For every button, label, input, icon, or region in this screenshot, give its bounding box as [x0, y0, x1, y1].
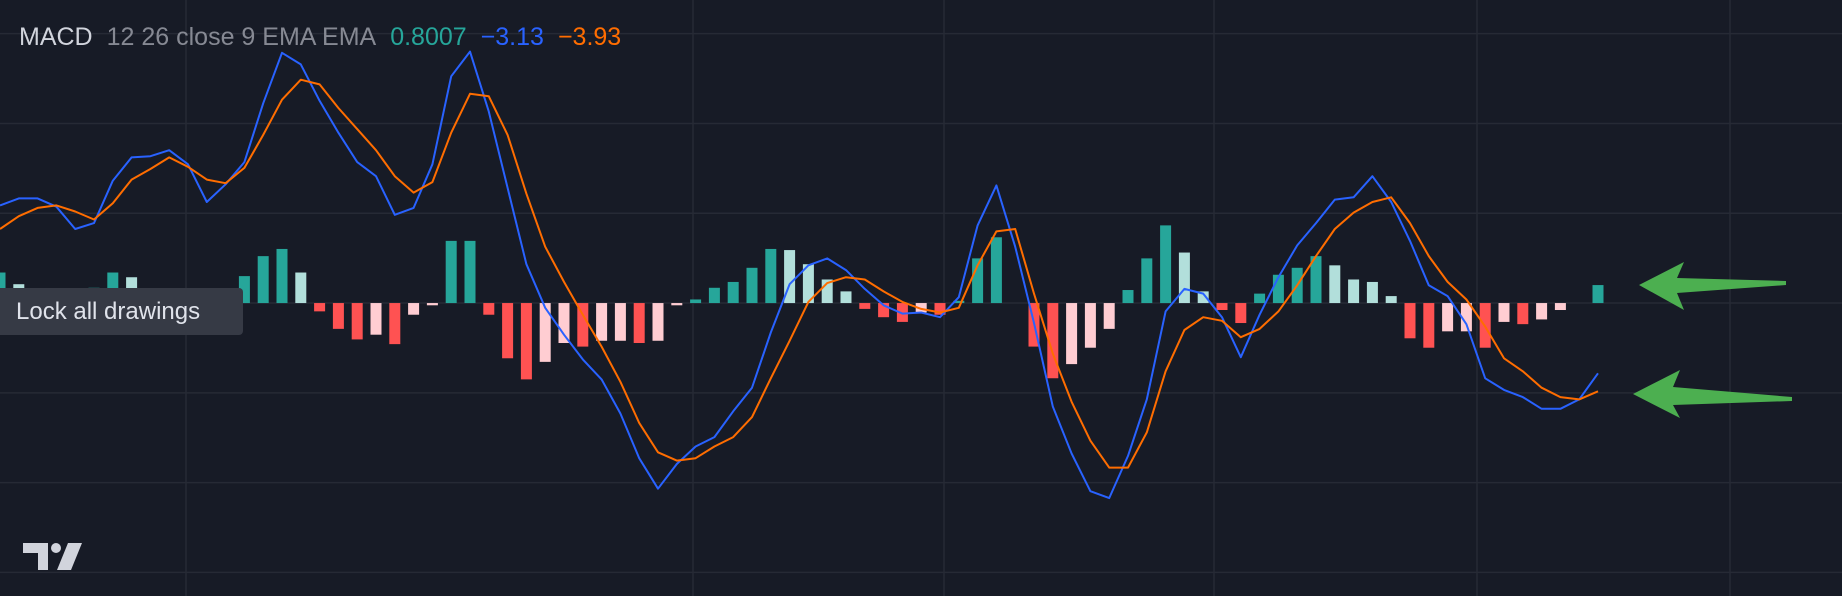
logo-dot: [51, 543, 61, 553]
vertical-grid: [185, 0, 1731, 596]
histogram-bar: [1235, 303, 1247, 324]
value-readout: −3.93: [557, 23, 622, 51]
histogram-bar: [464, 240, 476, 304]
histogram-bar: [1592, 285, 1604, 304]
histogram-bar: [840, 291, 852, 304]
histogram-bar: [370, 303, 382, 335]
arrow: [1633, 370, 1792, 418]
macd-line: [0, 78, 1599, 469]
legend-header: MACD 12 26 close 9 EMA EMA 0.8007 −3.13 −3…: [19, 20, 621, 54]
histogram-bar: [426, 303, 438, 306]
histogram-bar: [878, 303, 890, 318]
histogram-bar: [1160, 225, 1172, 304]
histogram-bar: [671, 303, 683, 306]
histogram-bar: [596, 303, 608, 341]
indicator-params: 12 26 close 9 EMA EMA: [106, 23, 377, 51]
histogram-bar: [1178, 252, 1190, 304]
value-readout: −3.13: [480, 23, 544, 51]
histogram-bar: [295, 272, 307, 304]
histogram-bar: [1310, 256, 1322, 304]
histogram-bar: [990, 237, 1002, 304]
histogram-bar: [896, 303, 908, 322]
histogram-bar: [257, 256, 269, 304]
histogram-bar: [915, 303, 927, 313]
logo-slash: [57, 543, 82, 570]
histogram-bar: [727, 281, 739, 304]
histogram-bar: [408, 303, 420, 315]
histogram-bar: [1517, 303, 1529, 325]
histogram-bar: [1047, 303, 1059, 379]
histogram-bar: [1348, 279, 1360, 304]
histogram-bar: [276, 248, 288, 304]
histogram-bar: [1404, 303, 1416, 339]
histogram-bar: [1197, 291, 1209, 304]
histogram-bar: [558, 303, 570, 344]
horizontal-grid: [0, 32, 1842, 574]
histogram-bar: [314, 303, 326, 312]
annotations: [1633, 262, 1792, 418]
histogram-bar: [1103, 303, 1115, 329]
indicator-name: MACD: [19, 23, 93, 51]
lines: [0, 50, 1599, 500]
histogram-bar: [802, 264, 814, 304]
macd-line: [0, 50, 1599, 500]
histogram-bar: [746, 267, 758, 304]
histogram-bar: [1066, 303, 1078, 365]
histogram-bar: [1554, 303, 1566, 311]
histogram-bar: [1216, 303, 1228, 311]
histogram-bar: [1272, 274, 1284, 304]
histogram-bar: [107, 272, 119, 304]
histogram-bar: [1442, 303, 1454, 332]
histogram-bar: [690, 299, 702, 304]
histogram-bar: [389, 303, 401, 345]
logo: [23, 543, 82, 570]
histogram-bar: [1460, 303, 1472, 332]
histogram-bar: [238, 276, 250, 304]
histogram-bar: [1385, 296, 1397, 304]
histogram-bar: [351, 303, 363, 340]
histogram-bar: [1254, 293, 1266, 304]
histogram-bar: [821, 279, 833, 304]
histogram-bar: [445, 240, 457, 304]
logo-t: [23, 543, 48, 570]
histogram-bar: [652, 303, 664, 341]
histogram-bar: [708, 287, 720, 304]
histogram-bar: [765, 248, 777, 304]
histogram-bar: [934, 303, 946, 315]
histogram-bar: [520, 303, 532, 380]
tooltip: Lock all drawings: [0, 288, 243, 335]
histogram-bar: [1122, 290, 1134, 304]
histogram-bar: [1366, 281, 1378, 304]
histogram-bar: [0, 272, 6, 304]
histogram-bar: [614, 303, 626, 341]
histogram-bar: [1423, 303, 1435, 348]
histogram-bar: [784, 250, 796, 304]
histogram-bar: [953, 300, 965, 304]
histogram-bar: [1536, 303, 1548, 320]
histogram-bar: [859, 303, 871, 309]
histogram-bar: [1498, 303, 1510, 322]
histogram-bar: [483, 303, 495, 315]
histogram-bar: [539, 303, 551, 362]
histogram-bar: [1141, 258, 1153, 304]
histogram-bar: [1084, 303, 1096, 348]
histogram-bar: [332, 303, 344, 329]
value-readout: 0.8007: [390, 23, 467, 51]
arrow: [1639, 262, 1786, 310]
histogram-bar: [577, 303, 589, 347]
histogram-bar: [502, 303, 514, 359]
histogram-bar: [1329, 265, 1341, 304]
histogram-bar: [972, 258, 984, 304]
histogram-bar: [633, 303, 645, 344]
